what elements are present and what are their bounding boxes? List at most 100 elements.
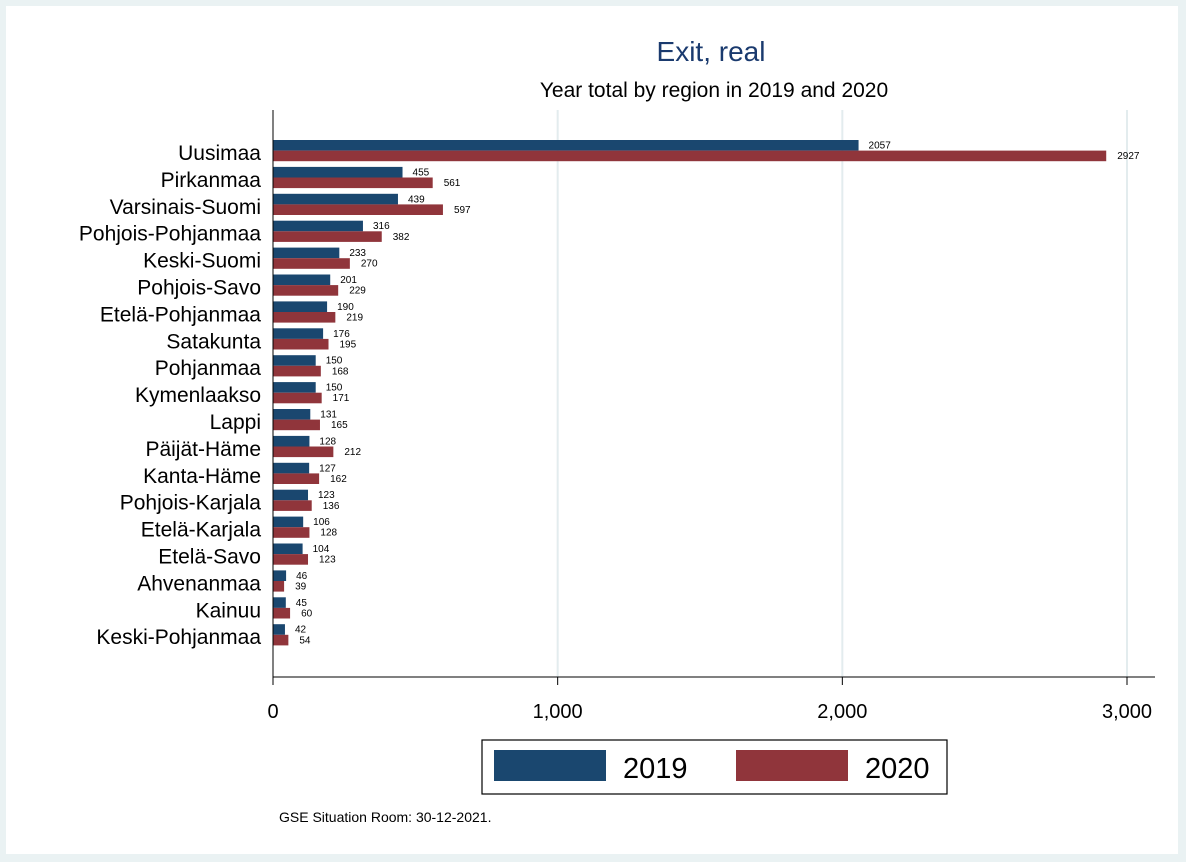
bar-keski-suomi-2020 (273, 258, 350, 269)
data-label-varsinais-suomi-2019: 439 (408, 194, 425, 205)
bar-pohjanmaa-2020 (273, 365, 321, 377)
data-label-satakunta-2019: 176 (333, 329, 350, 340)
bar-ahvenanmaa-2020 (273, 581, 285, 592)
data-label-kanta-hame-2020: 162 (330, 474, 347, 485)
data-label-etela-pohjanmaa-2020: 219 (346, 313, 363, 324)
bar-etela-savo-2020 (273, 554, 309, 565)
data-label-etela-pohjanmaa-2019: 190 (337, 302, 354, 313)
category-label: Kainuu (196, 599, 261, 622)
data-label-kanta-hame-2019: 127 (319, 463, 336, 474)
x-tick-label: 3,000 (1102, 701, 1152, 723)
data-label-etela-savo-2020: 123 (319, 555, 336, 566)
chart-title: Exit, real (657, 36, 766, 67)
bar-pirkanmaa-2020 (273, 177, 433, 189)
bar-varsinais-suomi-2020 (273, 204, 443, 215)
data-label-pohjois-pohjanmaa-2019: 316 (373, 221, 390, 232)
source-note: GSE Situation Room: 30-12-2021. (279, 809, 491, 825)
bar-pohjois-savo-2019 (273, 274, 331, 286)
data-label-satakunta-2020: 195 (340, 339, 357, 350)
bar-kainuu-2019 (273, 597, 286, 608)
bar-etela-savo-2019 (273, 543, 303, 555)
data-label-pohjois-karjala-2019: 123 (318, 490, 335, 501)
category-label: Etelä-Karjala (141, 519, 262, 542)
legend-label-2020: 2020 (865, 753, 930, 785)
data-label-keski-suomi-2020: 270 (361, 259, 378, 270)
x-ticks: 0 1,000 2,000 3,000 (267, 677, 1152, 723)
bar-keski-pohjanmaa-2019 (273, 624, 285, 635)
bar-varsinais-suomi-2019 (273, 193, 398, 205)
bar-etela-pohjanmaa-2020 (273, 312, 336, 323)
data-label-keski-suomi-2019: 233 (349, 248, 366, 259)
bar-kymenlaakso-2020 (273, 392, 322, 404)
gridlines (556, 110, 1128, 677)
category-label: Keski-Pohjanmaa (96, 626, 261, 649)
category-label: Pohjois-Pohjanmaa (79, 223, 261, 246)
bar-kanta-hame-2019 (273, 462, 310, 474)
data-label-pohjois-pohjanmaa-2020: 382 (393, 232, 410, 243)
bar-satakunta-2019 (273, 328, 324, 339)
bar-uusimaa-2019 (273, 140, 859, 151)
bar-kymenlaakso-2019 (273, 382, 316, 393)
data-label-pohjois-karjala-2020: 136 (323, 501, 340, 512)
data-label-pirkanmaa-2020: 561 (444, 178, 461, 189)
chart-subtitle: Year total by region in 2019 and 2020 (540, 79, 888, 102)
category-label: Kymenlaakso (135, 384, 261, 407)
bar-paijat-hame-2019 (273, 435, 310, 447)
bar-kanta-hame-2020 (273, 473, 320, 484)
x-tick-label: 0 (267, 701, 278, 723)
data-label-ahvenanmaa-2020: 39 (295, 582, 307, 593)
data-label-etela-karjala-2019: 106 (313, 517, 330, 528)
bar-etela-karjala-2020 (273, 527, 310, 538)
bar-pohjanmaa-2019 (273, 355, 316, 366)
category-label: Päijät-Häme (145, 438, 261, 461)
bar-etela-karjala-2019 (273, 516, 304, 528)
data-label-kymenlaakso-2020: 171 (333, 393, 350, 404)
data-label-pirkanmaa-2019: 455 (413, 167, 430, 178)
data-label-kymenlaakso-2019: 150 (326, 383, 343, 394)
x-tick-label: 1,000 (533, 701, 583, 723)
bar-pirkanmaa-2019 (273, 166, 403, 178)
legend-swatch-2019 (494, 750, 606, 781)
data-label-paijat-hame-2020: 212 (344, 447, 361, 458)
bar-pohjois-karjala-2020 (273, 500, 312, 511)
data-label-kainuu-2020: 60 (301, 608, 313, 619)
category-label: Keski-Suomi (143, 250, 261, 273)
data-label-pohjois-savo-2019: 201 (340, 275, 357, 286)
bar-uusimaa-2020 (273, 150, 1107, 162)
bar-satakunta-2020 (273, 338, 329, 350)
bar-kainuu-2020 (273, 607, 291, 619)
data-label-ahvenanmaa-2019: 46 (296, 571, 308, 582)
category-label: Etelä-Savo (158, 546, 261, 569)
data-label-pohjanmaa-2020: 168 (332, 366, 349, 377)
category-label: Uusimaa (178, 142, 261, 165)
data-label-etela-karjala-2020: 128 (320, 528, 337, 539)
data-label-pohjois-savo-2020: 229 (349, 286, 366, 297)
bars (273, 140, 1107, 646)
category-label: Pohjois-Savo (137, 277, 261, 300)
legend-swatch-2020 (736, 750, 848, 781)
bar-etela-pohjanmaa-2019 (273, 301, 328, 312)
category-label: Satakunta (166, 330, 261, 353)
category-label: Pohjois-Karjala (120, 492, 262, 515)
data-label-lappi-2019: 131 (320, 410, 337, 421)
data-label-varsinais-suomi-2020: 597 (454, 205, 471, 216)
category-label: Varsinais-Suomi (110, 196, 261, 219)
data-label-etela-savo-2019: 104 (313, 544, 330, 555)
bar-pohjois-pohjanmaa-2020 (273, 231, 382, 242)
x-tick-label: 2,000 (817, 701, 867, 723)
category-label: Etelä-Pohjanmaa (100, 303, 261, 326)
bar-ahvenanmaa-2019 (273, 570, 287, 581)
category-label: Pohjanmaa (155, 357, 262, 380)
data-label-keski-pohjanmaa-2019: 42 (295, 625, 307, 636)
data-label-kainuu-2019: 45 (296, 598, 308, 609)
bar-keski-suomi-2019 (273, 247, 340, 259)
bar-keski-pohjanmaa-2020 (273, 634, 289, 646)
data-label-uusimaa-2019: 2057 (869, 141, 892, 152)
bar-pohjois-karjala-2019 (273, 489, 309, 501)
category-label: Lappi (210, 411, 261, 434)
category-label: Pirkanmaa (161, 169, 262, 192)
bar-lappi-2020 (273, 419, 320, 431)
legend: 2019 2020 (481, 739, 948, 795)
